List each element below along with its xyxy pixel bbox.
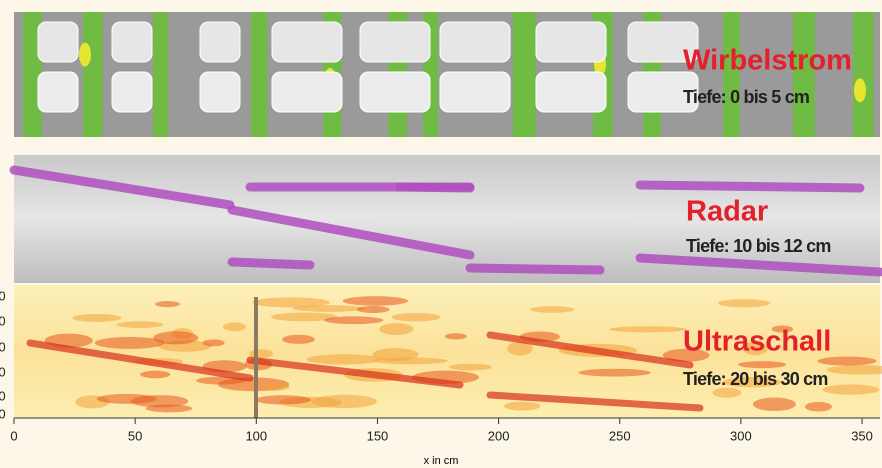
texture (449, 364, 492, 371)
panel-title: Wirbelstrom (683, 45, 852, 77)
panel-subtitle: Tiefe: 0 bis 5 cm (683, 87, 809, 107)
y-tick-label: 0 (0, 313, 6, 328)
texture (254, 297, 258, 418)
y-tick-label: 0 (0, 406, 6, 421)
texture (817, 356, 876, 365)
texture (379, 323, 413, 335)
panel-title: Ultraschall (683, 326, 831, 358)
texture (232, 262, 310, 265)
texture (853, 12, 874, 137)
texture (374, 357, 448, 364)
x-tick-label: 0 (10, 428, 17, 443)
texture (249, 349, 273, 358)
texture (738, 361, 786, 368)
texture (440, 72, 510, 112)
texture (112, 72, 152, 112)
texture (272, 72, 342, 112)
texture (83, 12, 103, 137)
y-tick-label: 0 (0, 339, 6, 354)
texture (609, 326, 686, 332)
y-tick-label: 0 (0, 364, 6, 379)
texture (116, 321, 163, 328)
texture (578, 369, 650, 377)
figure: x in cm Wirbelstrom Tiefe: 0 bis 5 cm Rada… (0, 0, 882, 468)
texture (223, 322, 246, 331)
texture (470, 268, 600, 270)
texture (79, 43, 91, 67)
texture (392, 313, 441, 321)
y-tick-label: 0 (0, 288, 6, 303)
texture (261, 383, 289, 390)
panel-subtitle: Tiefe: 10 bis 12 cm (686, 236, 831, 256)
x-axis-label: x in cm (424, 455, 459, 467)
texture (140, 371, 170, 379)
x-tick-label: 300 (730, 428, 752, 443)
texture (131, 395, 188, 407)
texture (203, 339, 225, 346)
texture (640, 185, 860, 188)
texture (38, 72, 78, 112)
x-tick-label: 100 (245, 428, 267, 443)
texture (307, 354, 381, 364)
texture (38, 22, 78, 62)
texture (360, 22, 430, 62)
texture (822, 384, 879, 394)
x-tick-label: 50 (128, 428, 142, 443)
texture (440, 22, 510, 62)
texture (753, 397, 796, 411)
texture (713, 388, 742, 398)
panel-subtitle: Tiefe: 20 bis 30 cm (683, 369, 828, 389)
y-tick-label: 0 (0, 388, 6, 403)
texture (252, 297, 330, 307)
texture (445, 333, 467, 339)
texture (153, 12, 168, 137)
texture (72, 314, 121, 322)
texture (251, 12, 267, 137)
x-axis (14, 418, 880, 424)
texture (536, 22, 606, 62)
texture (200, 72, 240, 112)
texture (272, 22, 342, 62)
texture (504, 402, 541, 411)
texture (718, 299, 770, 307)
texture (343, 296, 408, 306)
texture (112, 22, 152, 62)
texture (854, 78, 866, 102)
x-tick-label: 150 (367, 428, 389, 443)
texture (324, 316, 383, 324)
texture (255, 395, 311, 404)
x-tick-label: 250 (609, 428, 631, 443)
texture (536, 72, 606, 112)
panel-title: Radar (686, 196, 768, 228)
texture (360, 72, 430, 112)
texture (805, 402, 832, 412)
texture (282, 335, 315, 344)
x-tick-label: 350 (851, 428, 873, 443)
texture (312, 395, 377, 408)
texture (513, 12, 536, 137)
texture (400, 187, 470, 188)
texture (95, 337, 165, 349)
texture (155, 301, 180, 307)
x-tick-label: 200 (488, 428, 510, 443)
texture (530, 306, 574, 313)
texture (357, 306, 390, 313)
texture (200, 22, 240, 62)
